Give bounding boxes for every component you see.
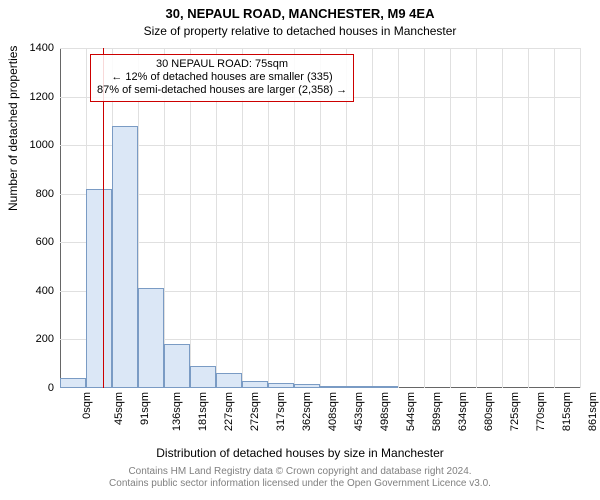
x-tick-label: 136sqm [171,392,183,431]
histogram-bar [372,386,398,388]
y-tick-label: 0 [48,382,54,394]
histogram-bar [294,384,320,388]
y-tick-label: 400 [36,285,54,297]
y-tick-label: 1200 [30,91,54,103]
histogram-bar [138,288,164,388]
x-tick-label: 181sqm [197,392,209,431]
x-tick-label: 227sqm [223,392,235,431]
x-tick-label: 0sqm [81,392,93,419]
histogram-bar [346,386,372,388]
histogram-bar [190,366,216,388]
chart-title: 30, NEPAUL ROAD, MANCHESTER, M9 4EA [0,6,600,21]
x-tick-label: 45sqm [113,392,125,425]
y-axis-label: Number of detached properties [6,46,20,211]
histogram-bar [216,373,242,388]
x-tick-label: 544sqm [405,392,417,431]
gridline-v [554,48,555,388]
histogram-bar [242,381,268,388]
gridline-v [398,48,399,388]
y-tick-label: 1000 [30,139,54,151]
y-tick-label: 1400 [30,42,54,54]
x-tick-label: 589sqm [431,392,443,431]
gridline-v [528,48,529,388]
annotation-line-3: 87% of semi-detached houses are larger (… [97,84,347,97]
histogram-bar [320,386,346,388]
y-tick-label: 200 [36,333,54,345]
footer: Contains HM Land Registry data © Crown c… [0,466,600,489]
histogram-bar [164,344,190,388]
chart-subtitle: Size of property relative to detached ho… [0,24,600,38]
x-tick-label: 317sqm [275,392,287,431]
gridline-v [580,48,581,388]
histogram-bar [112,126,138,388]
x-tick-label: 680sqm [483,392,495,431]
x-tick-label: 91sqm [139,392,151,425]
x-tick-label: 272sqm [249,392,261,431]
footer-line-1: Contains HM Land Registry data © Crown c… [0,466,600,478]
gridline-v [372,48,373,388]
x-tick-label: 362sqm [301,392,313,431]
plot-area: 02004006008001000120014000sqm45sqm91sqm1… [60,48,580,388]
x-axis-title: Distribution of detached houses by size … [0,446,600,460]
x-tick-label: 453sqm [353,392,365,431]
gridline-v [450,48,451,388]
annotation-line-2: ← 12% of detached houses are smaller (33… [97,71,347,84]
gridline-v [424,48,425,388]
x-tick-label: 634sqm [457,392,469,431]
histogram-bar [60,378,86,388]
x-tick-label: 815sqm [561,392,573,431]
y-tick-label: 800 [36,188,54,200]
x-tick-label: 770sqm [535,392,547,431]
gridline-v [502,48,503,388]
x-tick-label: 408sqm [327,392,339,431]
histogram-bar [268,383,294,388]
y-tick-label: 600 [36,236,54,248]
annotation-line-1: 30 NEPAUL ROAD: 75sqm [97,58,347,71]
histogram-bar [86,189,112,388]
annotation-box: 30 NEPAUL ROAD: 75sqm← 12% of detached h… [90,54,354,102]
x-tick-label: 498sqm [379,392,391,431]
gridline-v [476,48,477,388]
x-tick-label: 725sqm [509,392,521,431]
footer-line-2: Contains public sector information licen… [0,478,600,490]
x-tick-label: 861sqm [587,392,599,431]
